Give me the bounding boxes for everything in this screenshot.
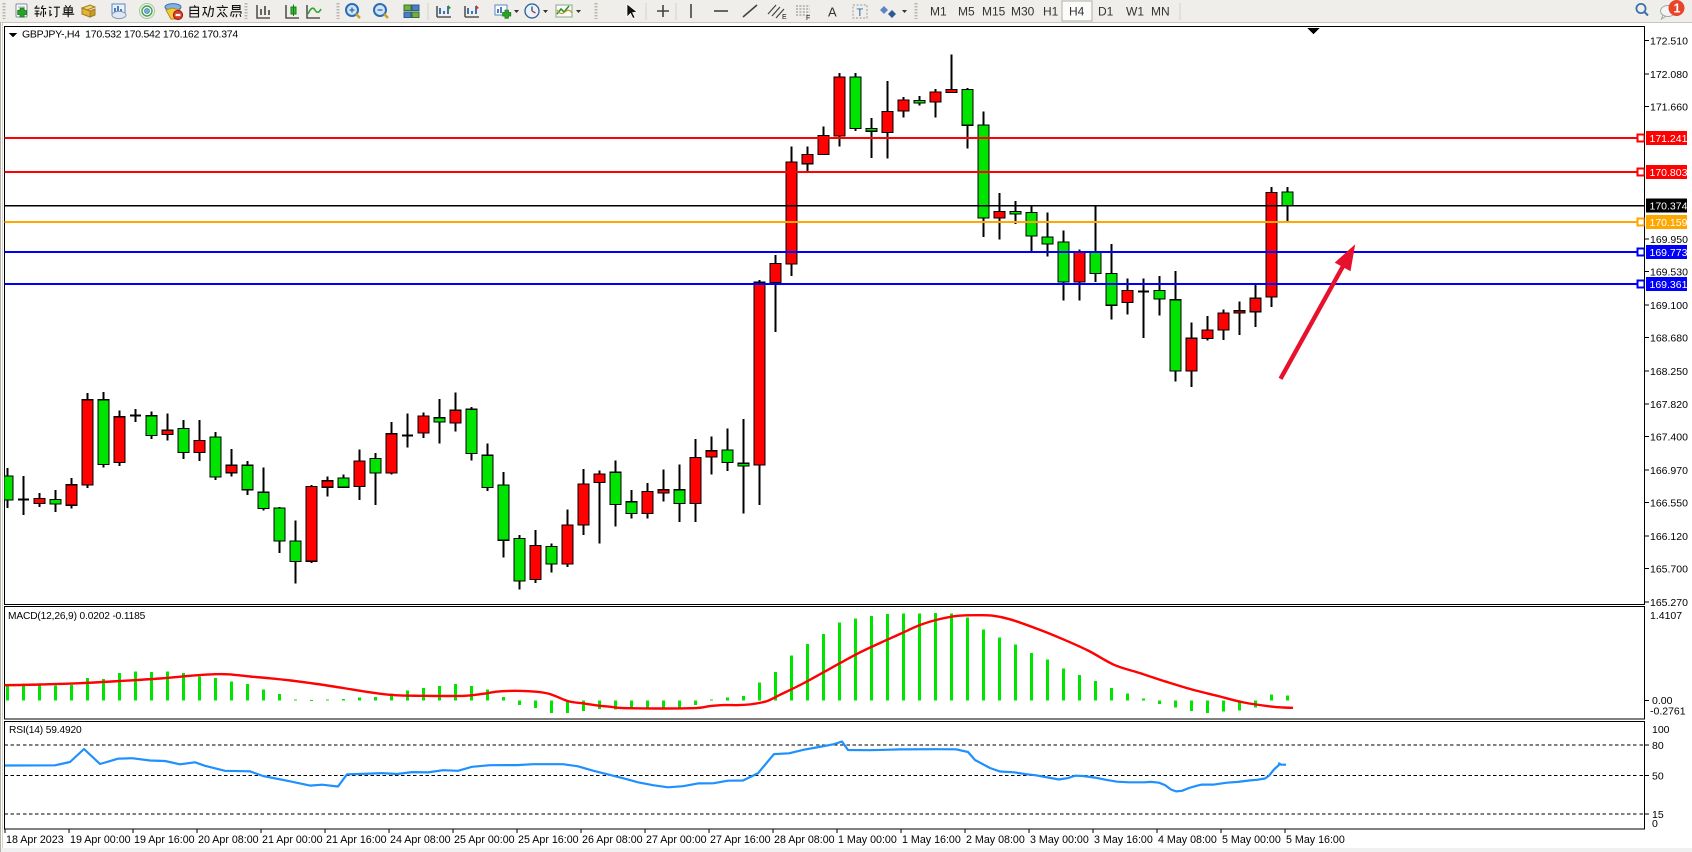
svg-text:19 Apr 00:00: 19 Apr 00:00 bbox=[70, 834, 131, 846]
svg-text:M30: M30 bbox=[1011, 5, 1035, 19]
svg-text:165.270: 165.270 bbox=[1650, 597, 1688, 609]
svg-text:MACD(12,26,9) 0.0202 -0.1185: MACD(12,26,9) 0.0202 -0.1185 bbox=[8, 611, 146, 622]
svg-text:168.250: 168.250 bbox=[1650, 366, 1688, 378]
svg-text:20 Apr 08:00: 20 Apr 08:00 bbox=[198, 834, 259, 846]
svg-text:169.100: 169.100 bbox=[1650, 300, 1688, 312]
svg-text:28 Apr 08:00: 28 Apr 08:00 bbox=[774, 834, 835, 846]
svg-text:18 Apr 2023: 18 Apr 2023 bbox=[6, 834, 64, 846]
svg-text:24 Apr 08:00: 24 Apr 08:00 bbox=[390, 834, 451, 846]
svg-text:170.374: 170.374 bbox=[1650, 201, 1688, 213]
svg-text:M15: M15 bbox=[982, 5, 1006, 19]
svg-text:166.970: 166.970 bbox=[1650, 465, 1688, 477]
svg-text:21 Apr 00:00: 21 Apr 00:00 bbox=[262, 834, 323, 846]
svg-text:171.660: 171.660 bbox=[1650, 102, 1688, 114]
svg-text:168.680: 168.680 bbox=[1650, 333, 1688, 345]
svg-text:165.700: 165.700 bbox=[1650, 563, 1688, 575]
svg-text:166.550: 166.550 bbox=[1650, 498, 1688, 510]
svg-text:T: T bbox=[857, 7, 864, 19]
svg-text:M1: M1 bbox=[930, 5, 947, 19]
svg-text:5 May 00:00: 5 May 00:00 bbox=[1222, 834, 1281, 846]
svg-text:15: 15 bbox=[1652, 809, 1664, 821]
svg-text:0.00: 0.00 bbox=[1652, 695, 1673, 707]
svg-text:W1: W1 bbox=[1126, 5, 1144, 19]
svg-text:5 May 16:00: 5 May 16:00 bbox=[1286, 834, 1345, 846]
svg-text:27 Apr 16:00: 27 Apr 16:00 bbox=[710, 834, 771, 846]
svg-text:E: E bbox=[782, 14, 787, 21]
svg-text:27 Apr 00:00: 27 Apr 00:00 bbox=[646, 834, 707, 846]
svg-text:172.080: 172.080 bbox=[1650, 69, 1688, 81]
svg-text:167.400: 167.400 bbox=[1650, 432, 1688, 444]
svg-text:H1: H1 bbox=[1043, 5, 1059, 19]
svg-text:50: 50 bbox=[1652, 771, 1664, 783]
svg-text:25 Apr 00:00: 25 Apr 00:00 bbox=[454, 834, 515, 846]
svg-text:GBPJPY-,H4 170.532 170.542 17: GBPJPY-,H4 170.532 170.542 170.162 170.3… bbox=[22, 29, 238, 41]
svg-text:1.4107: 1.4107 bbox=[1650, 610, 1682, 622]
svg-text:169.361: 169.361 bbox=[1650, 279, 1688, 291]
svg-text:21 Apr 16:00: 21 Apr 16:00 bbox=[326, 834, 387, 846]
svg-text:3 May 00:00: 3 May 00:00 bbox=[1030, 834, 1089, 846]
svg-text:1 May 16:00: 1 May 16:00 bbox=[902, 834, 961, 846]
svg-text:D1: D1 bbox=[1098, 5, 1114, 19]
svg-text:2 May 08:00: 2 May 08:00 bbox=[966, 834, 1025, 846]
svg-text:MN: MN bbox=[1151, 5, 1170, 19]
svg-text:100: 100 bbox=[1652, 724, 1670, 736]
svg-text:25 Apr 16:00: 25 Apr 16:00 bbox=[518, 834, 579, 846]
svg-text:26 Apr 08:00: 26 Apr 08:00 bbox=[582, 834, 643, 846]
svg-text:170.803: 170.803 bbox=[1650, 167, 1688, 179]
svg-text:F: F bbox=[806, 15, 810, 22]
svg-text:H4: H4 bbox=[1069, 5, 1085, 19]
svg-text:166.120: 166.120 bbox=[1650, 531, 1688, 543]
svg-text:1: 1 bbox=[1674, 2, 1681, 16]
svg-text:4 May 08:00: 4 May 08:00 bbox=[1158, 834, 1217, 846]
svg-text:167.820: 167.820 bbox=[1650, 399, 1688, 411]
svg-text:170.159: 170.159 bbox=[1650, 217, 1688, 229]
svg-text:A: A bbox=[828, 5, 837, 20]
svg-text:172.510: 172.510 bbox=[1650, 36, 1688, 48]
svg-text:80: 80 bbox=[1652, 740, 1664, 752]
svg-text:M5: M5 bbox=[958, 5, 975, 19]
svg-text:-0.2761: -0.2761 bbox=[1650, 706, 1686, 718]
svg-text:19 Apr 16:00: 19 Apr 16:00 bbox=[134, 834, 195, 846]
svg-text:0: 0 bbox=[1652, 818, 1658, 830]
svg-text:1 May 00:00: 1 May 00:00 bbox=[838, 834, 897, 846]
svg-text:171.241: 171.241 bbox=[1650, 133, 1688, 145]
svg-text:169.773: 169.773 bbox=[1650, 247, 1688, 259]
svg-text:3 May 16:00: 3 May 16:00 bbox=[1094, 834, 1153, 846]
svg-text:169.530: 169.530 bbox=[1650, 267, 1688, 279]
svg-text:RSI(14) 59.4920: RSI(14) 59.4920 bbox=[9, 725, 82, 736]
svg-text:169.950: 169.950 bbox=[1650, 234, 1688, 246]
